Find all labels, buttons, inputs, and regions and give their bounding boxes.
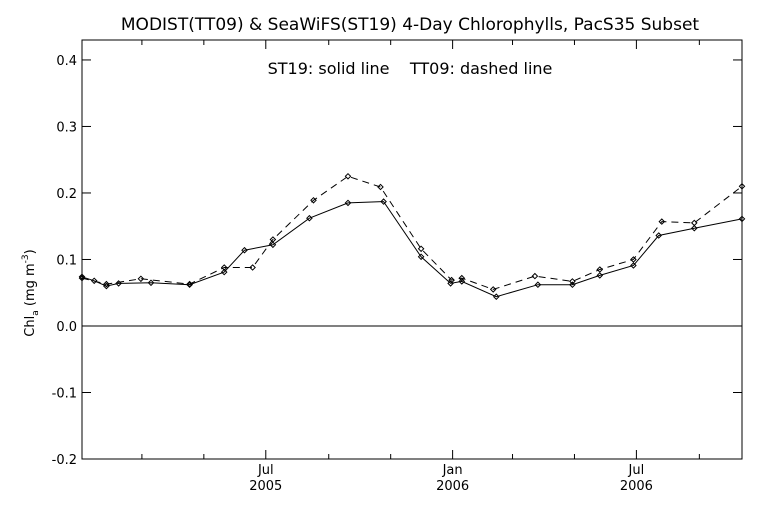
data-point-st19 xyxy=(147,279,155,287)
data-point-st19 xyxy=(492,293,500,301)
x-tick-month-label: Jul xyxy=(257,463,274,478)
data-point-tt09 xyxy=(78,274,86,282)
data-point-st19 xyxy=(655,232,663,239)
data-point-tt09 xyxy=(531,272,539,280)
data-point-tt09 xyxy=(489,286,497,293)
y-axis: -0.2 -0.1 0.0 0.1 0.2 0.3 0.4 xyxy=(52,54,742,468)
y-tick-label: -0.2 xyxy=(52,453,77,468)
y-tick-label: 0.2 xyxy=(56,187,77,202)
data-point-st19 xyxy=(690,224,698,232)
y-label-unit-close: ) xyxy=(23,249,38,254)
y-label-main: Chl xyxy=(23,316,38,337)
y-label-unit-open: (mg m xyxy=(23,263,38,310)
y-tick-label: 0.4 xyxy=(56,54,77,69)
data-point-tt09 xyxy=(569,278,576,285)
data-point-tt09 xyxy=(458,274,466,282)
y-tick-label: 0.1 xyxy=(56,253,77,268)
data-point-st19 xyxy=(269,241,277,249)
data-point-st19 xyxy=(220,268,228,276)
data-point-tt09 xyxy=(448,276,455,284)
data-point-st19 xyxy=(569,281,576,289)
data-point-tt09 xyxy=(220,264,228,271)
x-tick-year-label: 2006 xyxy=(436,479,469,494)
series-tt09 xyxy=(78,172,746,293)
data-point-st19 xyxy=(306,214,313,222)
data-point-tt09 xyxy=(377,183,384,191)
y-tick-label: 0.0 xyxy=(56,320,77,335)
data-point-st19 xyxy=(596,272,604,279)
data-point-tt09 xyxy=(630,256,637,263)
data-point-st19 xyxy=(380,198,387,205)
data-point-st19 xyxy=(458,278,466,285)
data-point-tt09 xyxy=(690,219,698,227)
x-tick-year-label: 2005 xyxy=(249,479,282,494)
data-point-st19 xyxy=(90,277,98,285)
x-tick-month-label: Jan xyxy=(442,463,463,478)
legend-annotation: ST19: solid line TT09: dashed line xyxy=(268,59,553,78)
x-tick-month-label: Jul xyxy=(628,463,645,478)
plot-frame xyxy=(81,39,743,460)
y-label-sup: -3 xyxy=(21,254,31,263)
data-point-st19 xyxy=(344,199,352,207)
data-point-tt09 xyxy=(596,266,604,273)
y-label-sub: a xyxy=(31,310,41,316)
data-point-tt09 xyxy=(103,280,110,288)
data-point-st19 xyxy=(115,280,122,287)
data-point-tt09 xyxy=(344,172,352,180)
data-point-st19 xyxy=(630,262,637,269)
data-point-tt09 xyxy=(269,236,277,243)
data-point-tt09 xyxy=(249,264,256,271)
data-point-tt09 xyxy=(738,182,746,190)
plot-border xyxy=(81,39,743,460)
data-point-st19 xyxy=(738,215,746,223)
y-tick-label: 0.3 xyxy=(56,120,77,135)
series-st19 xyxy=(78,198,746,301)
series-group xyxy=(78,172,746,301)
series-line-tt09 xyxy=(81,175,743,290)
x-tick-year-label: 2006 xyxy=(620,479,653,494)
series-line-st19 xyxy=(81,201,743,298)
data-point-tt09 xyxy=(417,245,425,253)
data-point-tt09 xyxy=(658,218,666,225)
y-tick-label: -0.1 xyxy=(52,386,77,401)
data-point-tt09 xyxy=(137,275,145,283)
data-point-st19 xyxy=(241,246,248,254)
chart-title: MODIST(TT09) & SeaWiFS(ST19) 4-Day Chlor… xyxy=(121,15,700,35)
data-point-st19 xyxy=(417,253,425,261)
data-point-st19 xyxy=(534,281,542,289)
data-point-tt09 xyxy=(186,280,193,288)
y-axis-label: Chla (mg m-3) xyxy=(21,249,41,336)
data-point-st19 xyxy=(78,273,86,281)
data-point-tt09 xyxy=(310,196,317,204)
